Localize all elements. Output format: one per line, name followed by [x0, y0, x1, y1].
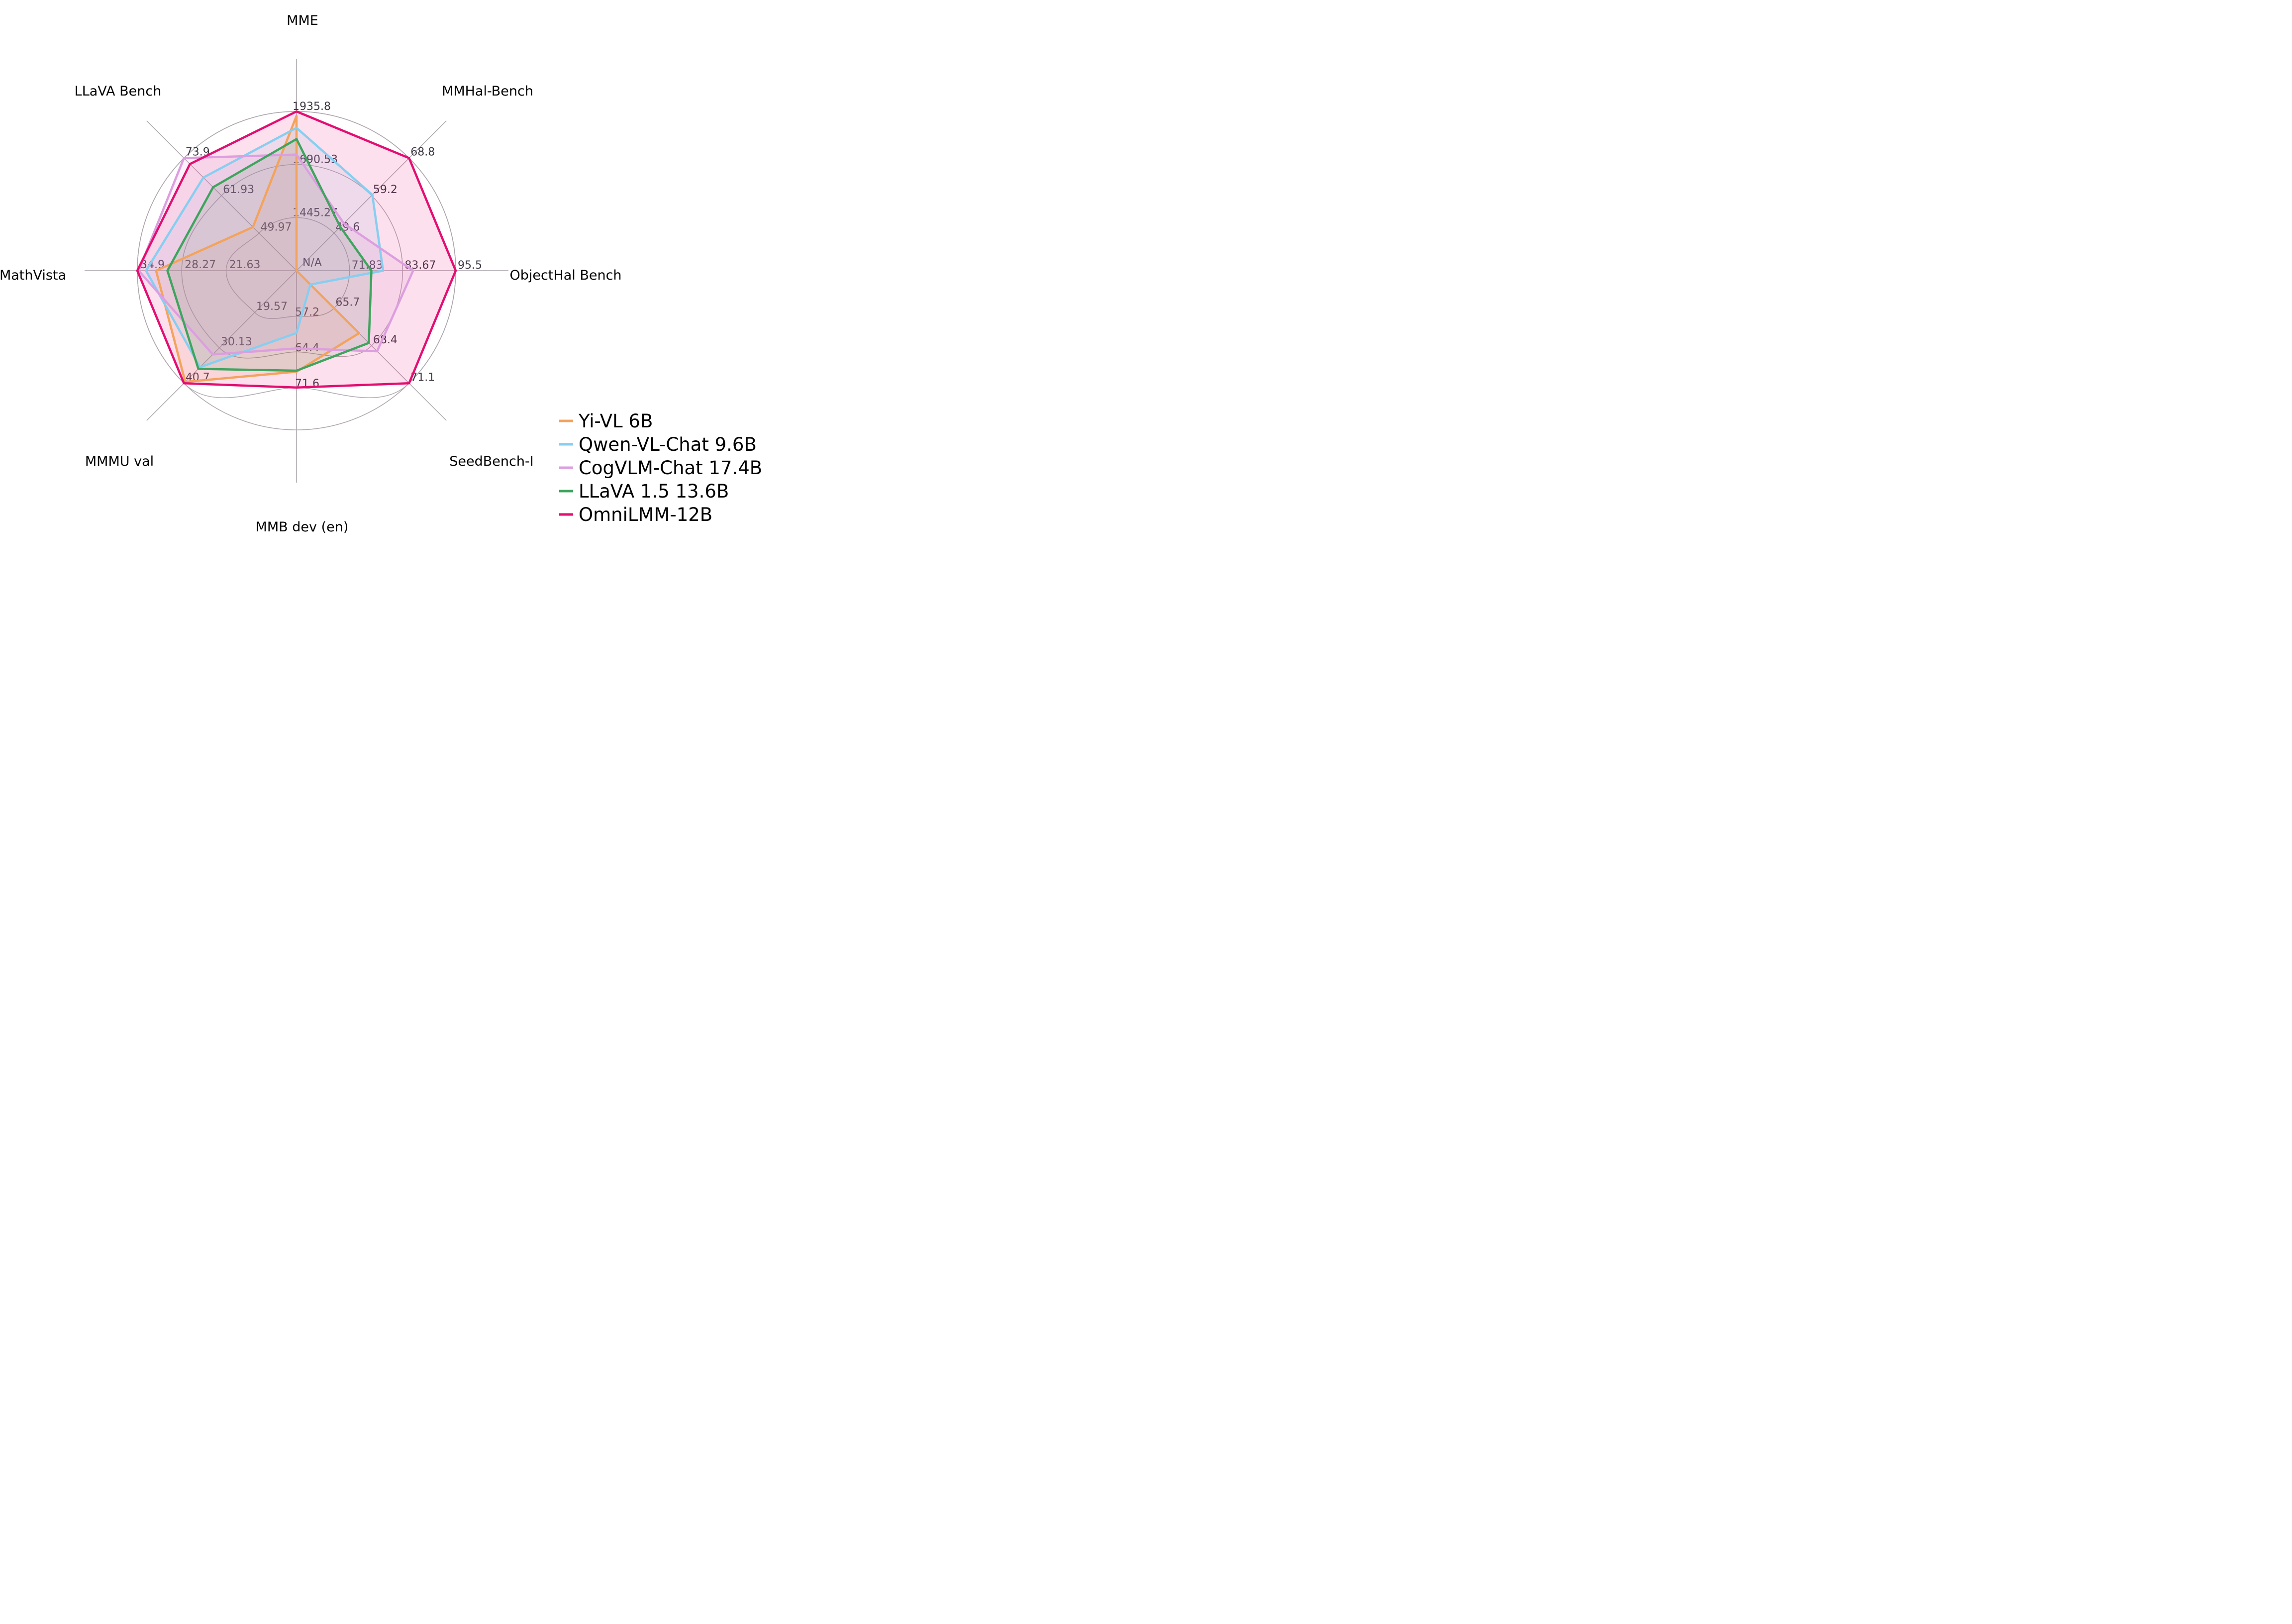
tick-label: 30.13 — [221, 336, 252, 348]
axis-title: MMHal-Bench — [442, 84, 533, 99]
series-fill-0 — [156, 116, 359, 382]
tick-label: 21.63 — [229, 259, 260, 271]
axis-spoke — [146, 270, 297, 421]
axis-title: LLaVA Bench — [75, 84, 162, 99]
series-fill-1 — [146, 127, 383, 367]
tick-label: 68.4 — [373, 334, 398, 346]
series-outline-3 — [166, 138, 373, 372]
tick-label: 71.1 — [410, 371, 435, 384]
series-outline-1 — [145, 126, 385, 369]
center-na-label: N/A — [302, 257, 322, 269]
axis-title: SeedBench-I — [449, 454, 533, 469]
axis-title: MMMU val — [85, 454, 154, 469]
tick-label: 28.27 — [185, 259, 216, 271]
axis-title: MathVista — [0, 268, 66, 283]
series-outline-0 — [155, 114, 360, 383]
series-outline-2 — [137, 153, 414, 356]
tick-label: 59.2 — [373, 184, 398, 196]
axis-title: MMB dev (en) — [256, 519, 349, 535]
tick-label: 68.8 — [410, 146, 435, 159]
legend-label: CogVLM-Chat 17.4B — [579, 457, 762, 479]
tick-label: 19.57 — [256, 301, 288, 313]
axis-title: ObjectHal Bench — [509, 268, 621, 283]
series-fill-3 — [167, 139, 372, 371]
axis-title: MME — [287, 13, 318, 28]
radar-chart-figure: 1445.27 1690.53 1935.8 49.6 59.2 68.8 71.83 83.… — [0, 0, 764, 541]
legend-label: Yi-VL 6B — [578, 410, 653, 432]
series-outline-4 — [136, 110, 457, 389]
tick-label: 1935.8 — [293, 101, 331, 113]
legend-label: Qwen-VL-Chat 9.6B — [579, 434, 757, 455]
tick-label: 95.5 — [458, 259, 482, 272]
legend-label: LLaVA 1.5 13.6B — [579, 481, 729, 502]
tick-label: 57.2 — [295, 306, 319, 319]
tick-label: 65.7 — [335, 296, 360, 308]
tick-label: 49.97 — [261, 221, 292, 234]
series-fill-2 — [138, 154, 413, 355]
tick-label: 61.93 — [223, 184, 254, 196]
axis-spoke — [146, 120, 297, 271]
legend-label: OmniLMM-12B — [579, 504, 712, 525]
